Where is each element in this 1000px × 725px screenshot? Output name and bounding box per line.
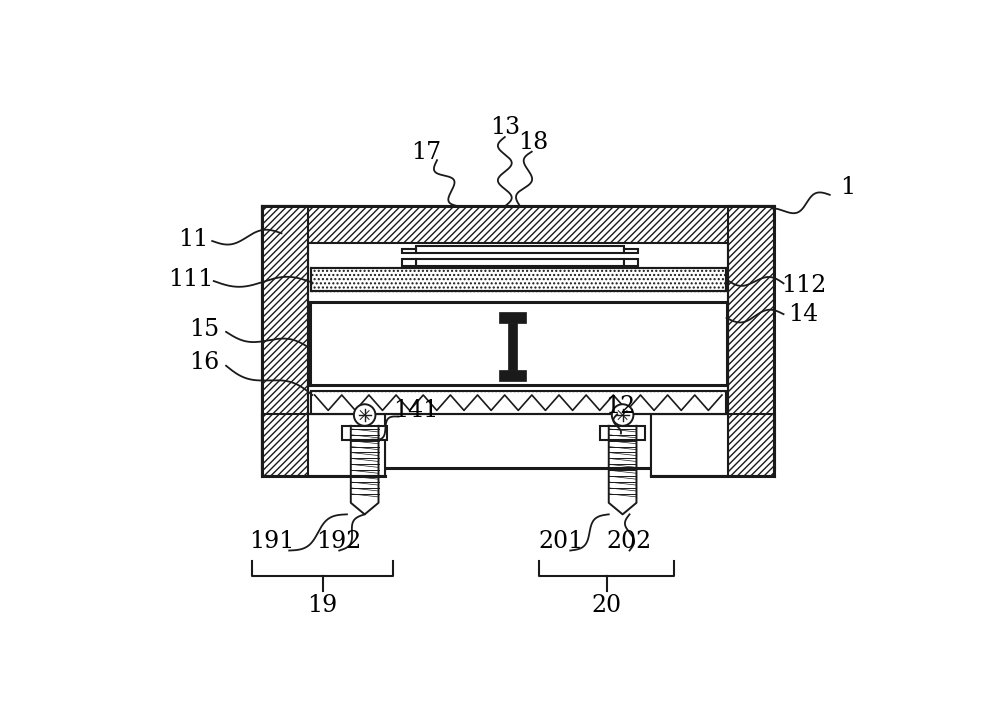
Circle shape	[354, 405, 375, 426]
Circle shape	[612, 405, 633, 426]
Text: 20: 20	[592, 594, 622, 617]
Text: 112: 112	[781, 274, 826, 297]
Bar	[262, 207, 774, 244]
Bar	[262, 207, 308, 468]
Text: 1: 1	[840, 175, 855, 199]
Bar	[311, 392, 726, 414]
Bar	[508, 323, 517, 370]
Bar	[308, 244, 728, 468]
Text: 192: 192	[317, 530, 362, 552]
Bar	[416, 259, 624, 266]
Text: 17: 17	[411, 141, 441, 164]
Bar	[499, 370, 526, 381]
Text: 202: 202	[607, 530, 652, 552]
Text: 11: 11	[178, 228, 208, 251]
Bar	[624, 249, 638, 252]
Text: 12: 12	[605, 395, 635, 418]
Text: 13: 13	[490, 115, 520, 138]
Text: 191: 191	[250, 530, 295, 552]
Bar	[311, 268, 726, 291]
Bar	[651, 414, 728, 476]
Bar	[402, 259, 416, 266]
Text: 15: 15	[189, 318, 220, 341]
Bar	[651, 414, 774, 476]
Bar	[262, 414, 385, 476]
Text: 16: 16	[189, 351, 220, 374]
Bar	[624, 259, 638, 266]
Bar	[342, 426, 387, 439]
Text: 14: 14	[788, 302, 819, 326]
Text: 19: 19	[308, 594, 338, 617]
Bar	[499, 312, 526, 323]
Text: 18: 18	[518, 131, 548, 154]
Bar	[728, 207, 774, 468]
Text: 201: 201	[538, 530, 584, 552]
Bar	[600, 426, 645, 439]
Bar	[308, 414, 385, 476]
Text: 111: 111	[168, 268, 213, 291]
Bar	[416, 246, 624, 252]
Text: 141: 141	[394, 399, 439, 422]
Bar	[402, 249, 416, 252]
